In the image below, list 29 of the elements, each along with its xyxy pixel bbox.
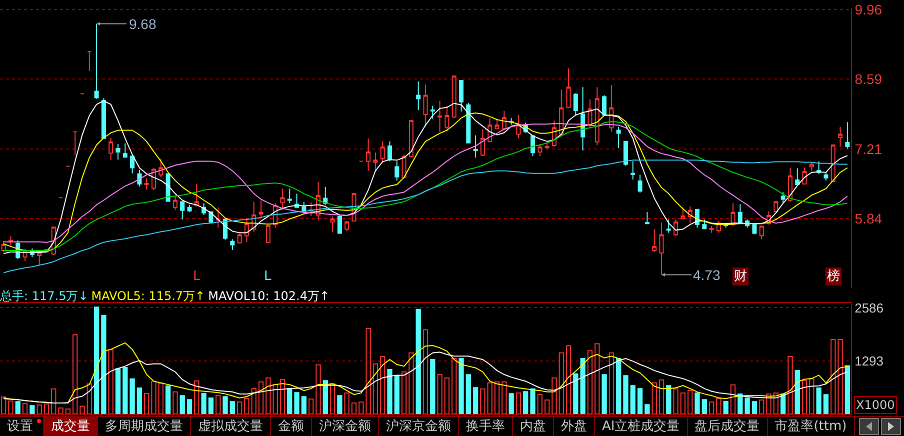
- y-axis-title: X1000: [856, 398, 895, 412]
- text: 盘后成交量: [688, 417, 768, 436]
- annotation: L: [264, 269, 272, 284]
- text: 外盘: [554, 417, 595, 436]
- y-tick-label: 9.96: [854, 1, 882, 18]
- y-tick-label: 1293: [854, 353, 884, 368]
- y-tick-label: 2586: [854, 300, 884, 316]
- text: 虚拟成交量: [191, 417, 271, 436]
- text: 市盈率(ttm): [768, 417, 855, 436]
- y-tick-label: 5.84: [854, 210, 882, 226]
- text: 沪深京金额: [379, 417, 459, 436]
- annotation: 榜: [827, 269, 840, 284]
- text: 成交量: [44, 417, 98, 436]
- text: MAVOL5: 115.7万↑: [91, 289, 206, 303]
- y-tick-label: 8.59: [854, 70, 882, 87]
- text: 总手: 117.5万↓: [0, 289, 88, 303]
- text: 多周期成交量: [98, 417, 191, 436]
- annotation: 财: [734, 269, 747, 284]
- text: 金额: [271, 417, 312, 436]
- text: 设置: [0, 417, 44, 436]
- text: 换手率: [459, 417, 513, 436]
- text: AI立桩成交量: [595, 417, 688, 436]
- text: 内盘: [513, 417, 554, 436]
- y-tick-label: 7.21: [854, 140, 882, 157]
- text: MAVOL10: 102.4万↑: [208, 289, 330, 303]
- annotation: 9.68: [129, 16, 156, 32]
- annotation: L: [193, 269, 201, 284]
- text: 沪深金额: [312, 417, 379, 436]
- annotation: 4.73: [693, 267, 720, 283]
